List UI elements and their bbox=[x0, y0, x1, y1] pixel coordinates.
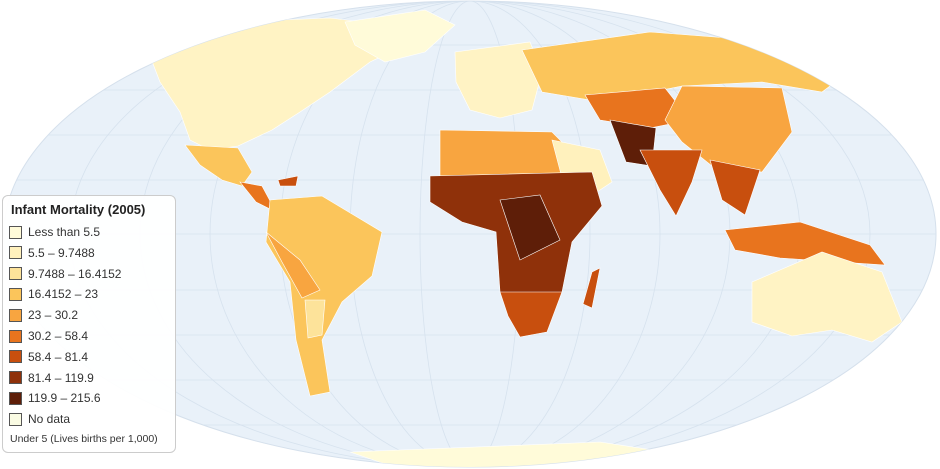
legend-swatch bbox=[9, 391, 22, 405]
legend-title: Infant Mortality (2005) bbox=[11, 202, 146, 217]
legend-label: 81.4 – 119.9 bbox=[28, 370, 94, 385]
legend-swatch bbox=[9, 246, 22, 260]
legend-item: 23 – 30.2 bbox=[9, 307, 78, 323]
legend-swatch bbox=[9, 267, 22, 281]
legend-label: 5.5 – 9.7488 bbox=[28, 245, 95, 260]
legend-label: 23 – 30.2 bbox=[28, 308, 79, 323]
legend-item: 30.2 – 58.4 bbox=[9, 328, 88, 344]
legend-item: Less than 5.5 bbox=[9, 224, 100, 240]
legend-item: 119.9 – 215.6 bbox=[9, 390, 101, 406]
legend-swatch bbox=[9, 329, 22, 343]
legend-swatch bbox=[9, 371, 22, 385]
legend-swatch bbox=[9, 350, 22, 364]
legend-label: 9.7488 – 16.4152 bbox=[28, 266, 122, 281]
legend-swatch bbox=[9, 412, 22, 426]
legend-swatch bbox=[9, 287, 22, 301]
legend-label: Less than 5.5 bbox=[28, 225, 101, 239]
legend: Infant Mortality (2005) Under 5 (Lives b… bbox=[2, 195, 176, 453]
legend-label: No data bbox=[28, 412, 71, 427]
legend-item: 16.4152 – 23 bbox=[9, 286, 98, 302]
legend-item: 9.7488 – 16.4152 bbox=[9, 266, 121, 282]
legend-swatch bbox=[9, 308, 22, 322]
legend-label: 58.4 – 81.4 bbox=[28, 349, 89, 364]
legend-item: No data bbox=[9, 411, 70, 427]
legend-item: 81.4 – 119.9 bbox=[9, 370, 94, 386]
legend-item: 5.5 – 9.7488 bbox=[9, 245, 95, 261]
legend-item: 58.4 – 81.4 bbox=[9, 349, 88, 365]
legend-swatch bbox=[9, 225, 22, 239]
legend-label: 30.2 – 58.4 bbox=[28, 329, 89, 343]
legend-note: Under 5 (Lives births per 1,000) bbox=[10, 433, 158, 445]
legend-label: 119.9 – 215.6 bbox=[28, 391, 101, 406]
legend-label: 16.4152 – 23 bbox=[28, 287, 99, 302]
